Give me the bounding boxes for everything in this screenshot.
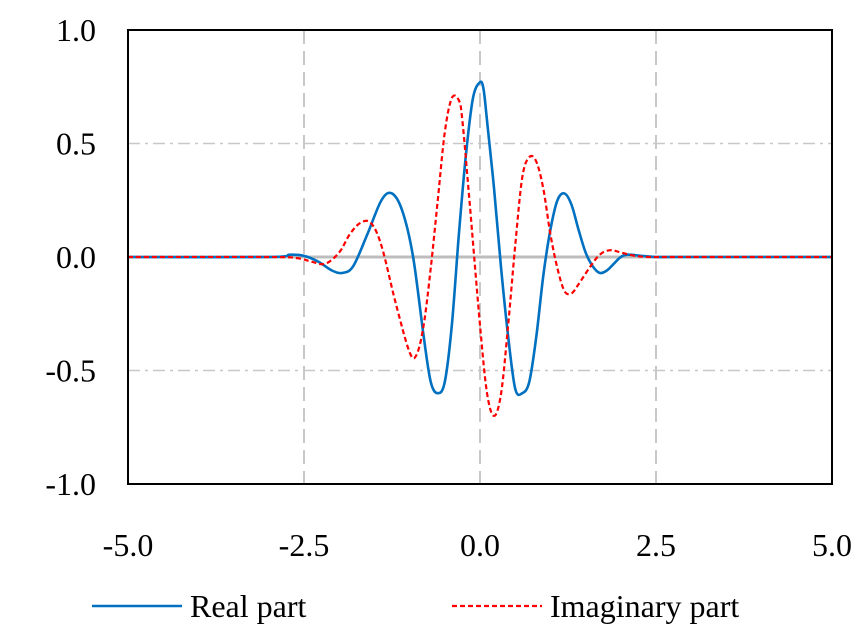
legend-label-real: Real part	[190, 588, 307, 624]
y-tick-label: -0.5	[45, 353, 96, 389]
x-tick-label: 5.0	[812, 527, 852, 563]
series-line-imaginary-part	[127, 94, 832, 417]
legend-label-imaginary: Imaginary part	[550, 588, 739, 624]
x-tick-label: -5.0	[103, 527, 154, 563]
series-lines	[127, 80, 832, 417]
y-tick-label: 1.0	[56, 12, 96, 48]
tick-labels: -5.0 -2.5 0.0 2.5 5.0 -1.0 -0.5 0.0 0.5 1.0	[45, 12, 852, 563]
legend: Real part Imaginary part	[92, 588, 739, 624]
x-tick-label: 0.0	[460, 527, 500, 563]
plot-area-frame	[127, 29, 833, 485]
y-tick-label: 0.5	[56, 126, 96, 162]
y-tick-label: -1.0	[45, 466, 96, 502]
x-tick-label: 2.5	[636, 527, 676, 563]
x-tick-label: -2.5	[279, 527, 330, 563]
y-tick-label: 0.0	[56, 239, 96, 275]
series-line-real-part	[127, 80, 832, 397]
